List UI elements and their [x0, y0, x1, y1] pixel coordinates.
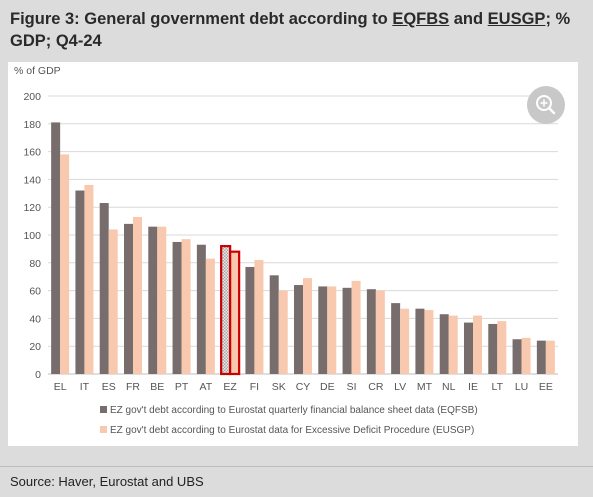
x-tick-label: MT [417, 381, 433, 393]
x-tick-label: SK [272, 381, 286, 393]
y-tick-label: 180 [23, 119, 41, 131]
title-text: and [449, 10, 488, 28]
x-tick-label: AT [200, 381, 213, 393]
y-tick-label: 20 [29, 341, 41, 353]
x-tick-label: BE [150, 381, 164, 393]
bar-at-series2 [205, 258, 215, 374]
legend-swatch-eusgp [100, 426, 107, 433]
y-tick-label: 200 [23, 91, 41, 103]
x-tick-label: SI [347, 381, 357, 393]
bar-fr-series1 [124, 223, 133, 374]
bar-be-series2 [157, 226, 167, 374]
chart-title: Figure 3: General government debt accord… [10, 8, 580, 52]
bar-lu-series1 [512, 339, 522, 374]
bar-cy-series1 [294, 285, 303, 374]
bar-pt-series2 [181, 239, 191, 374]
x-tick-label: FI [250, 381, 259, 393]
y-tick-labels: 0 20 40 60 80 100 120 140 160 180 200 [23, 91, 41, 381]
x-tick-label: PT [175, 381, 189, 393]
bar-fr-series2 [133, 216, 142, 374]
legend-label-eqfsb: EZ gov't debt according to Eurostat quar… [110, 405, 478, 416]
bar-chart: % of GDP 0 20 40 60 80 100 120 140 160 180 200 EL I… [14, 65, 565, 436]
bar-nl-series2 [448, 315, 458, 374]
x-tick-label: DE [320, 381, 335, 393]
x-tick-label: EE [539, 381, 553, 393]
bars [51, 122, 555, 376]
bar-sk-series2 [278, 290, 288, 374]
bar-it-series1 [75, 190, 85, 374]
title-text: Figure 3: General government debt accord… [10, 10, 393, 28]
y-tick-label: 60 [29, 286, 41, 298]
bar-de-series1 [318, 286, 328, 374]
x-tick-label: EZ [223, 381, 237, 393]
bar-cr-series1 [366, 289, 376, 374]
title-text: ; % GDP; Q4-24 [10, 10, 571, 50]
bar-lu-series2 [521, 337, 531, 374]
legend: EZ gov't debt according to Eurostat quar… [100, 405, 478, 436]
bar-es-series1 [99, 203, 109, 374]
bar-mt-series2 [424, 310, 434, 374]
bar-si-series2 [351, 280, 361, 374]
x-tick-labels: EL IT ES FR BE PT AT EZ FI SK CY DE SI CR LV MT NL IE LT LU… [54, 381, 553, 393]
y-tick-label: 100 [23, 230, 41, 242]
y-tick-label: 160 [23, 147, 41, 159]
source-note: Source: Haver, Eurostat and UBS [10, 474, 204, 489]
divider [0, 466, 593, 467]
legend-label-eusgp: EZ gov't debt according to Eurostat data… [110, 425, 474, 436]
bar-fi-series2 [254, 260, 264, 374]
bar-lv-series1 [391, 303, 401, 374]
bar-si-series1 [342, 287, 352, 374]
x-tick-label: LT [492, 381, 504, 393]
bar-sk-series1 [269, 275, 279, 374]
bar-nl-series1 [439, 314, 449, 374]
bar-ie-series1 [464, 322, 473, 374]
bar-mt-series1 [415, 308, 425, 374]
bar-el-series2 [60, 154, 70, 374]
bar-ie-series2 [473, 315, 482, 374]
bar-ee-series2 [545, 340, 555, 374]
legend-swatch-eqfsb [100, 406, 107, 413]
x-tick-label: NL [442, 381, 456, 393]
x-tick-label: IE [468, 381, 478, 393]
bar-lt-series1 [488, 323, 498, 374]
bar-pt-series1 [172, 241, 182, 374]
x-tick-label: LV [394, 381, 406, 393]
bar-be-series1 [148, 226, 158, 374]
title-abbr-eqfbs[interactable]: EQFBS [392, 10, 450, 28]
bar-cy-series2 [303, 278, 312, 374]
bar-fi-series1 [245, 266, 255, 374]
y-axis-label: % of GDP [14, 65, 61, 77]
bar-el-series1 [51, 122, 61, 374]
bar-ez-series1 [220, 245, 232, 376]
bar-es-series2 [108, 229, 118, 374]
bar-cr-series2 [375, 290, 385, 374]
bar-at-series1 [196, 244, 206, 374]
x-tick-label: CY [296, 381, 311, 393]
bar-ez-series2 [229, 250, 241, 376]
x-tick-label: IT [80, 381, 90, 393]
y-tick-label: 140 [23, 174, 41, 186]
chart-panel: % of GDP 0 20 40 60 80 100 120 140 160 180 200 EL I… [8, 62, 578, 446]
y-tick-label: 80 [29, 258, 41, 270]
bar-ee-series1 [536, 340, 546, 374]
x-tick-label: EL [54, 381, 67, 393]
x-tick-label: LU [515, 381, 528, 393]
title-abbr-eusgp[interactable]: EUSGP [487, 10, 546, 28]
bar-it-series2 [84, 184, 94, 374]
x-tick-label: FR [126, 381, 140, 393]
x-tick-label: ES [102, 381, 116, 393]
y-tick-label: 40 [29, 313, 41, 325]
y-tick-label: 0 [35, 369, 41, 381]
bar-de-series2 [327, 286, 337, 374]
y-tick-label: 120 [23, 202, 41, 214]
zoom-in-icon[interactable] [527, 86, 565, 124]
x-tick-label: CR [368, 381, 384, 393]
bar-lt-series2 [497, 321, 507, 374]
bar-lv-series2 [400, 308, 410, 374]
